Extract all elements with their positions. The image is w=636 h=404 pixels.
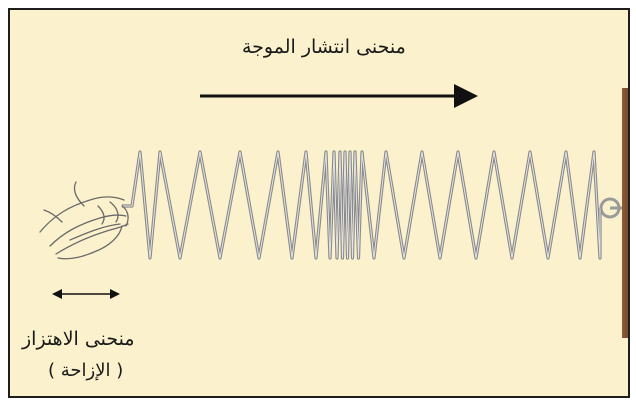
displacement-label: ( الإزاحة )	[48, 360, 124, 381]
diagram-frame: منحنى انتشار الموجة منحنى الاهتزاز ( الإ…	[8, 8, 630, 398]
propagation-arrow	[200, 84, 478, 108]
diagram-canvas	[39, 84, 628, 338]
propagation-label: منحنى انتشار الموجة	[242, 36, 406, 58]
spring-highlight	[122, 151, 601, 259]
wall-hook	[599, 197, 622, 219]
wall	[622, 88, 628, 338]
hand-icon	[39, 181, 129, 260]
oscillation-label: منحنى الاهتزاز	[22, 328, 135, 350]
oscillation-double-arrow	[52, 289, 120, 299]
